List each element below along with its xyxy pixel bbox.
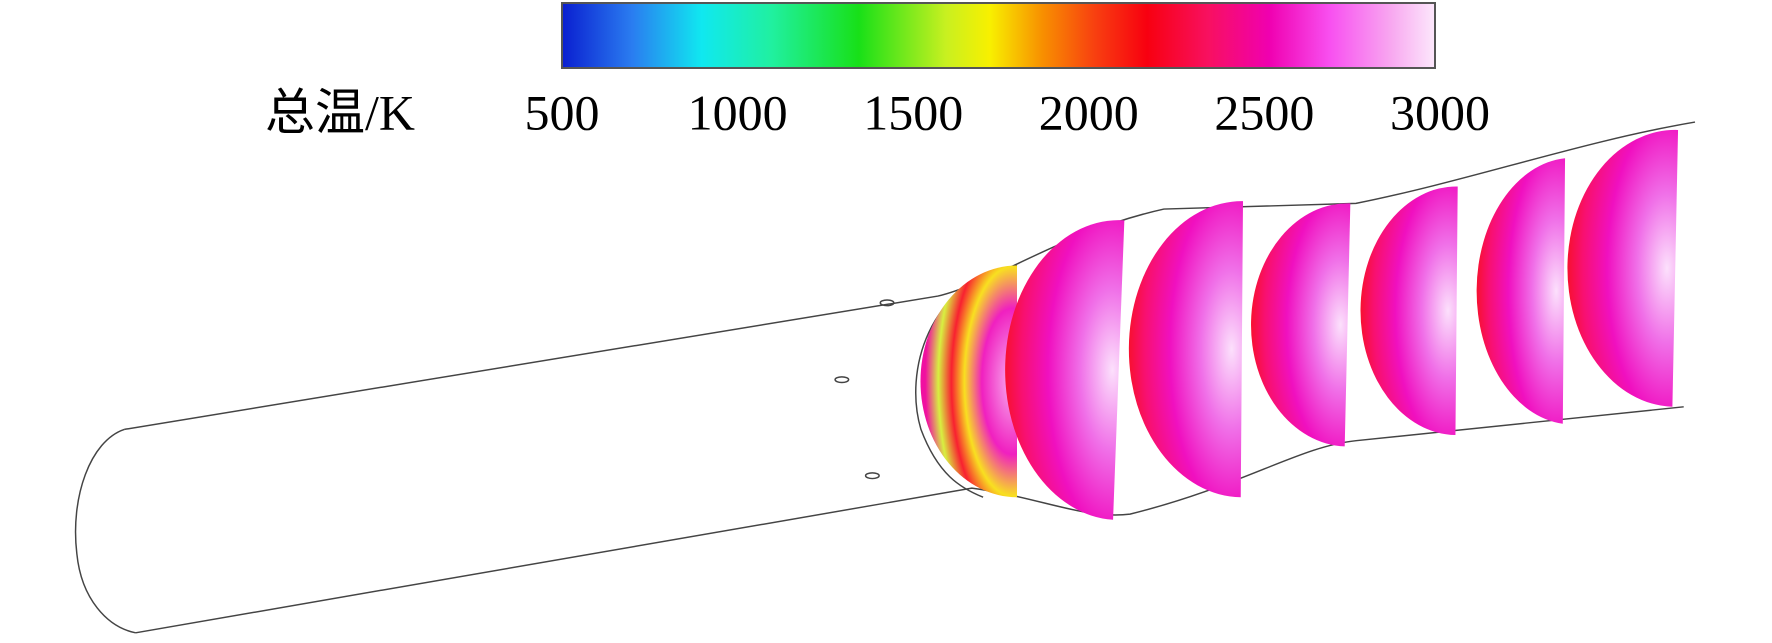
tube-inlet bbox=[74, 428, 136, 634]
slice bbox=[1005, 220, 1125, 520]
colorbar bbox=[561, 2, 1436, 69]
slice bbox=[1476, 158, 1566, 424]
slice bbox=[1360, 186, 1458, 436]
slices bbox=[920, 129, 1679, 520]
slice bbox=[1251, 203, 1351, 447]
tick-label: 500 bbox=[525, 84, 600, 140]
colorbar-ticks: 500 1000 1500 2000 2500 3000 bbox=[525, 84, 1491, 140]
slice bbox=[1128, 201, 1243, 498]
port bbox=[834, 376, 850, 384]
legend-title: 总温/K bbox=[265, 84, 415, 140]
tube-top bbox=[124, 121, 1696, 431]
slice bbox=[920, 265, 1017, 498]
port bbox=[879, 299, 895, 307]
port bbox=[864, 472, 880, 480]
tick-label: 2500 bbox=[1214, 84, 1314, 140]
geometry bbox=[74, 121, 1696, 634]
tube-bottom bbox=[135, 406, 1684, 634]
tick-label: 3000 bbox=[1390, 84, 1490, 140]
tick-label: 2000 bbox=[1039, 84, 1139, 140]
slice bbox=[1567, 129, 1679, 407]
tick-label: 1500 bbox=[863, 84, 963, 140]
tick-label: 1000 bbox=[688, 84, 788, 140]
